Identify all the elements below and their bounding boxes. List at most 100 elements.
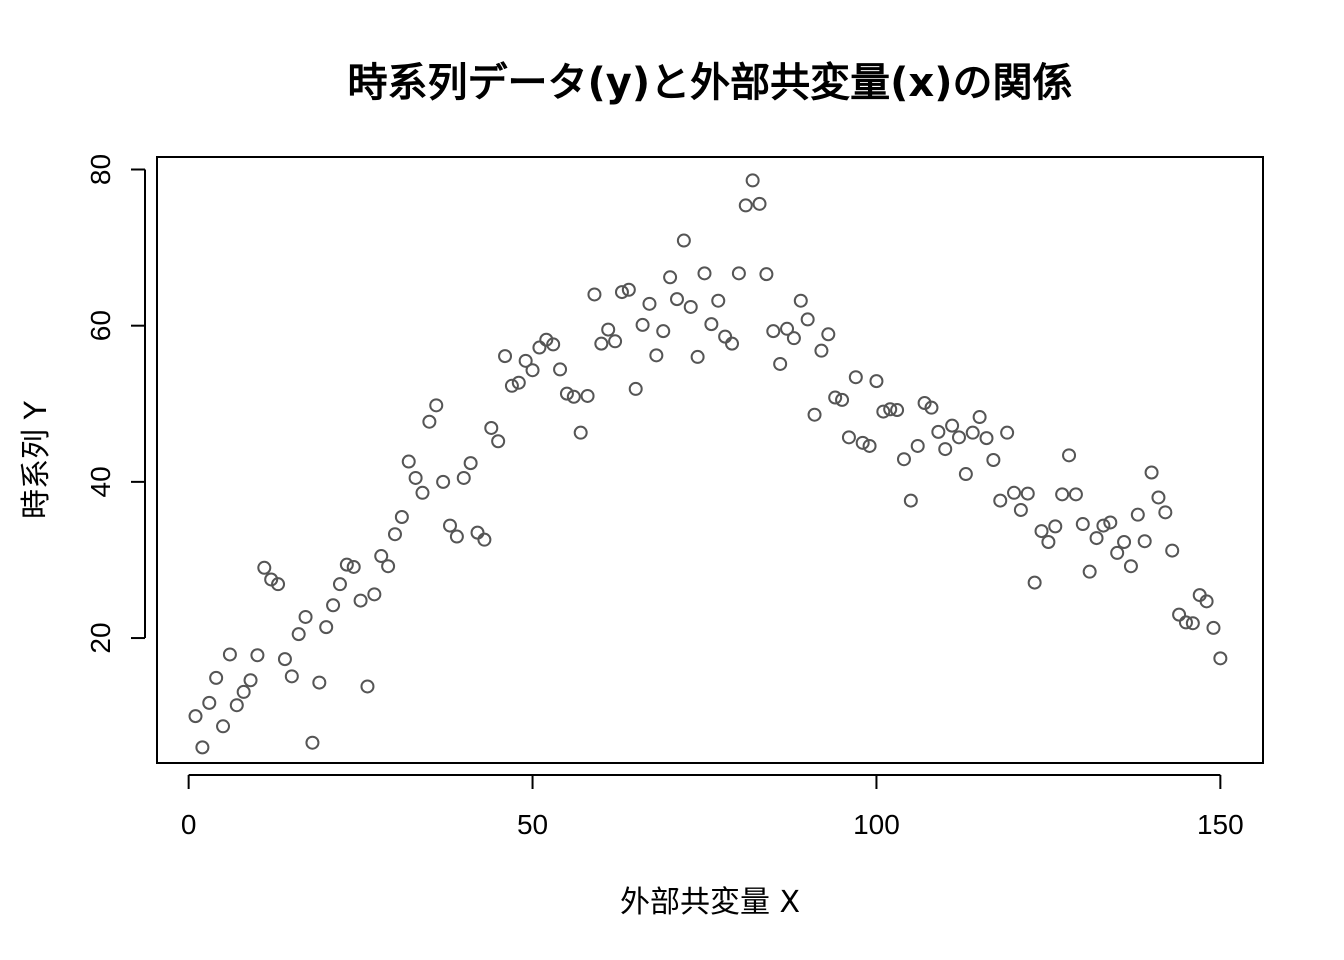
data-point: [890, 403, 905, 418]
data-point: [1013, 502, 1028, 517]
data-point: [1213, 651, 1228, 666]
data-point: [1165, 543, 1180, 558]
data-point: [958, 467, 973, 482]
data-point: [367, 587, 382, 602]
data-point: [752, 196, 767, 211]
data-point: [938, 442, 953, 457]
data-point: [484, 420, 499, 435]
data-point: [491, 434, 506, 449]
data-point: [683, 299, 698, 314]
data-point: [821, 327, 836, 342]
data-point: [608, 334, 623, 349]
data-point: [188, 709, 203, 724]
data-point: [903, 493, 918, 508]
data-point: [725, 336, 740, 351]
data-point: [319, 620, 334, 635]
data-point: [1089, 531, 1104, 546]
data-point: [553, 362, 568, 377]
y-tick-label: 20: [85, 622, 116, 653]
data-point: [759, 267, 774, 282]
data-point: [250, 648, 265, 663]
data-point: [896, 452, 911, 467]
data-point: [312, 675, 327, 690]
data-point: [594, 336, 609, 351]
data-point: [422, 414, 437, 429]
data-point: [277, 652, 292, 667]
data-point: [786, 331, 801, 346]
data-point: [924, 400, 939, 415]
data-point: [745, 173, 760, 188]
data-point: [1041, 534, 1056, 549]
data-point: [910, 438, 925, 453]
data-point: [1007, 485, 1022, 500]
data-point: [1062, 448, 1077, 463]
data-point: [539, 332, 554, 347]
data-point: [387, 527, 402, 542]
data-point: [463, 456, 478, 471]
data-point: [862, 438, 877, 453]
data-point: [229, 698, 244, 713]
data-point: [841, 430, 856, 445]
data-point: [209, 670, 224, 685]
data-point: [511, 375, 526, 390]
data-point: [264, 572, 279, 587]
data-point: [498, 349, 513, 364]
data-point: [477, 532, 492, 547]
data-point: [518, 353, 533, 368]
data-point: [642, 296, 657, 311]
chart-title: 時系列データ(y)と外部共変量(x)の関係: [348, 60, 1073, 106]
data-point: [855, 435, 870, 450]
data-point: [360, 679, 375, 694]
data-point: [525, 363, 540, 378]
data-point: [979, 431, 994, 446]
data-point: [848, 370, 863, 385]
data-point: [945, 418, 960, 433]
data-point: [504, 378, 519, 393]
data-point: [690, 349, 705, 364]
data-point: [222, 647, 237, 662]
data-point: [635, 317, 650, 332]
data-point: [773, 356, 788, 371]
data-point: [1027, 575, 1042, 590]
data-point: [566, 389, 581, 404]
x-tick-label: 50: [517, 809, 548, 840]
data-point: [917, 395, 932, 410]
data-points: [188, 173, 1228, 755]
data-point: [456, 470, 471, 485]
data-point: [353, 593, 368, 608]
data-point: [986, 453, 1001, 467]
data-point: [731, 266, 746, 281]
data-point: [1130, 507, 1145, 522]
data-point: [408, 470, 423, 485]
data-point: [305, 735, 320, 750]
data-point: [876, 404, 891, 419]
data-point: [1158, 505, 1173, 520]
data-point: [532, 340, 547, 355]
data-point: [257, 560, 272, 575]
x-tick-label: 100: [853, 809, 900, 840]
data-point: [1096, 518, 1111, 533]
data-point: [972, 410, 987, 425]
data-point: [738, 198, 753, 213]
data-point: [332, 577, 347, 592]
data-point: [793, 293, 808, 308]
data-point: [429, 398, 444, 413]
data-point: [546, 337, 561, 352]
data-point: [559, 386, 574, 401]
data-point: [443, 518, 458, 533]
data-point: [1123, 559, 1138, 574]
data-point: [1103, 515, 1118, 530]
data-point: [1055, 487, 1070, 502]
data-point: [1110, 545, 1125, 560]
data-point: [216, 719, 231, 734]
data-point: [663, 270, 678, 285]
data-point: [1075, 517, 1090, 532]
data-point: [835, 392, 850, 407]
y-tick-label: 60: [85, 310, 116, 341]
data-point: [718, 329, 733, 344]
data-point: [291, 627, 306, 642]
data-point: [621, 282, 636, 297]
data-point: [1068, 487, 1083, 502]
data-point: [470, 525, 485, 540]
